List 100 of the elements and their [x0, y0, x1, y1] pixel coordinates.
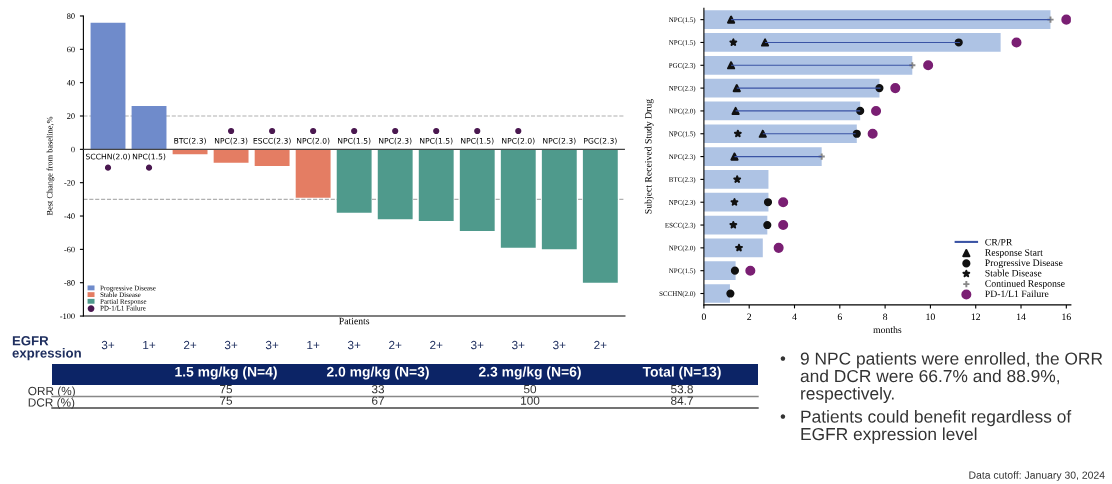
- point: [763, 220, 772, 230]
- x-axis-title: months: [873, 326, 902, 334]
- data-label: 75: [220, 385, 233, 394]
- legend-label: CR/PR: [985, 238, 1013, 246]
- x-tick-label: 1.5 mg/kg (N=4): [175, 366, 277, 380]
- data-label: 33: [371, 384, 385, 394]
- y-axis-title: Subject Received Study Drug: [644, 99, 654, 214]
- point: [727, 15, 736, 24]
- bar: [703, 101, 861, 121]
- data-label: 75: [220, 396, 233, 405]
- bar: [295, 149, 331, 198]
- point: [923, 60, 934, 71]
- bar: [703, 261, 736, 281]
- point: [733, 175, 742, 183]
- bar: [703, 124, 857, 144]
- bar: [703, 55, 913, 75]
- bar: [90, 22, 126, 150]
- text: 2+: [594, 340, 607, 350]
- point: [871, 105, 882, 116]
- point: [852, 129, 861, 138]
- text: EGFR expression: [12, 336, 81, 361]
- bar: [377, 149, 413, 220]
- y-tick-label: 20: [67, 113, 75, 119]
- x-tick-label: 0: [701, 313, 706, 321]
- data-label: 50: [523, 384, 537, 394]
- bar: [459, 149, 495, 232]
- text: Patients could benefit regardless of EGFR expression level: [801, 410, 1072, 444]
- bar: [703, 78, 880, 98]
- text: •: [780, 414, 786, 419]
- y-tick-label: 0: [71, 146, 75, 153]
- data-label: 53.8: [670, 384, 693, 394]
- bar: [703, 170, 769, 189]
- y-tick-label: -100: [60, 313, 75, 320]
- text: 3+: [512, 340, 525, 350]
- point: [745, 265, 756, 276]
- point: [763, 198, 773, 207]
- point: [890, 83, 901, 94]
- text: Data cutoff: January 30, 2024: [969, 471, 1105, 481]
- legend-label: PD-1/L1 Failure: [985, 290, 1049, 298]
- text: 3+: [265, 340, 279, 350]
- bar: [703, 10, 1051, 29]
- text: 1+: [143, 340, 156, 350]
- text: 3+: [470, 340, 484, 350]
- x-tick-label: 14: [1017, 313, 1026, 320]
- y-tick-label: DCR (%): [28, 397, 75, 409]
- x-tick-label: Total (N=13): [642, 366, 721, 380]
- x-tick-label: 2.0 mg/kg (N=3): [326, 366, 429, 380]
- text: 3+: [101, 340, 115, 350]
- point: [727, 61, 736, 70]
- text: 9 NPC patients were enrolled, the ORR and DCR were 66.7% and 88.9%, respectively.: [800, 352, 1103, 404]
- y-tick-label: -40: [64, 213, 75, 219]
- bar: [703, 33, 1001, 52]
- x-tick-label: 2: [747, 313, 752, 320]
- bar: [254, 149, 290, 167]
- y-axis-title: Best Change from baseline,%: [46, 116, 55, 216]
- y-tick-label: 80: [67, 13, 75, 19]
- text: 2+: [430, 340, 443, 350]
- bar: [703, 147, 822, 166]
- point: [1011, 37, 1022, 48]
- bar: [582, 149, 618, 283]
- point: [731, 106, 740, 115]
- y-tick-label: -80: [64, 280, 75, 286]
- x-tick-label: 2.3 mg/kg (N=6): [478, 366, 581, 380]
- point: [778, 197, 789, 208]
- bar: [418, 149, 454, 222]
- x-tick-label: 10: [926, 313, 935, 321]
- text: 3+: [553, 340, 566, 350]
- bar: [703, 238, 763, 258]
- point: [867, 128, 878, 139]
- text: 3+: [347, 340, 361, 350]
- bar: [336, 149, 372, 213]
- bar: [541, 149, 577, 250]
- text: •: [780, 356, 786, 361]
- text: 3+: [224, 340, 238, 350]
- legend-label: Stable Disease: [985, 269, 1042, 277]
- x-tick-label: 16: [1062, 313, 1071, 321]
- text: 2+: [389, 340, 402, 350]
- point: [760, 38, 770, 47]
- bar: [703, 284, 730, 303]
- x-tick-label: 6: [837, 313, 842, 321]
- point: [726, 289, 735, 298]
- legend-label: Continued Response: [985, 279, 1065, 289]
- y-tick-label: 40: [66, 80, 75, 86]
- x-axis-title: Patients: [339, 317, 370, 325]
- text: 1+: [307, 340, 320, 350]
- point: [729, 38, 738, 46]
- point: [773, 242, 784, 253]
- y-tick-label: -20: [64, 180, 75, 186]
- point: [730, 152, 739, 161]
- x-tick-label: 4: [792, 313, 797, 320]
- point: [729, 220, 738, 229]
- point: [733, 129, 742, 138]
- legend-label: Progressive Disease: [985, 259, 1063, 269]
- text: 2+: [183, 340, 197, 350]
- y-tick-label: -60: [64, 246, 75, 253]
- point: [1061, 14, 1071, 25]
- y-tick-label: ORR (%): [28, 386, 75, 398]
- bar: [703, 215, 768, 235]
- bar: [703, 192, 769, 212]
- data-label: 67: [372, 396, 384, 405]
